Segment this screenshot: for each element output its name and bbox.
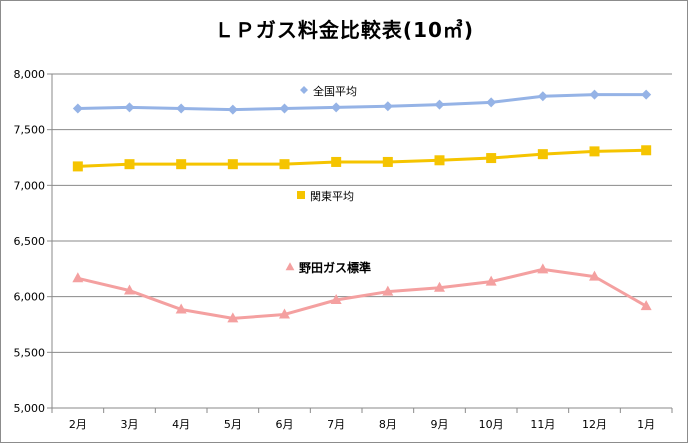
axes: 5,000 5,500 6,000 6,500 7,000 7,500 8,000 2月 3月 4… xyxy=(14,68,673,431)
data-point xyxy=(589,270,600,281)
data-point xyxy=(589,89,600,100)
data-point xyxy=(124,102,135,113)
x-tick-label: 12月 xyxy=(582,418,607,431)
x-tick-label: 2月 xyxy=(69,418,87,431)
data-point xyxy=(279,308,290,319)
data-point xyxy=(227,159,238,170)
series-1 xyxy=(72,89,652,115)
y-tick-label: 5,500 xyxy=(14,346,46,359)
chart-title: ＬＰガス料金比較表(10㎥) xyxy=(213,18,475,42)
data-point xyxy=(485,275,497,286)
y-tick-label: 8,000 xyxy=(14,68,46,81)
series-label-text: 関東平均 xyxy=(310,190,354,203)
data-point xyxy=(297,191,305,199)
y-tick-label: 7,500 xyxy=(14,124,46,137)
x-tick-label: 4月 xyxy=(172,418,190,431)
data-point xyxy=(382,156,393,167)
y-tick-label: 5,000 xyxy=(14,402,46,415)
data-point xyxy=(434,155,445,166)
series-label-text: 全国平均 xyxy=(313,84,357,98)
series-line xyxy=(77,93,647,112)
data-point xyxy=(641,145,652,156)
data-point xyxy=(434,281,445,292)
x-tick-label: 10月 xyxy=(479,418,504,431)
data-point xyxy=(331,102,342,113)
data-point xyxy=(434,99,445,110)
x-tick-label: 9月 xyxy=(431,418,449,431)
series-line xyxy=(77,267,647,320)
y-tick-label: 6,000 xyxy=(14,291,46,304)
x-tick-label: 8月 xyxy=(379,418,397,431)
data-point xyxy=(486,97,497,108)
data-point xyxy=(175,303,187,314)
data-point xyxy=(176,103,187,114)
data-point xyxy=(72,103,83,114)
y-tick-label: 7,000 xyxy=(14,179,46,192)
x-tick-label: 5月 xyxy=(224,418,242,431)
data-point xyxy=(537,263,549,274)
series-3 xyxy=(72,263,652,323)
data-point xyxy=(641,89,652,100)
series-line xyxy=(77,148,647,168)
x-tick-label: 1月 xyxy=(637,418,655,431)
series-lines xyxy=(72,89,652,323)
data-point xyxy=(537,149,548,160)
data-point xyxy=(124,159,135,170)
gridlines xyxy=(52,73,672,409)
data-point xyxy=(176,159,187,170)
data-point xyxy=(124,284,135,295)
data-point xyxy=(279,159,290,170)
data-point xyxy=(72,272,84,283)
x-tick-label: 11月 xyxy=(530,418,555,431)
data-point xyxy=(227,104,238,115)
series-label-text: 野田ガス標準 xyxy=(299,260,371,275)
data-point xyxy=(537,91,548,102)
series-label: 全国平均 xyxy=(300,84,357,98)
x-tick-label: 7月 xyxy=(327,418,345,431)
data-point xyxy=(300,86,308,94)
x-tick-label: 6月 xyxy=(276,418,294,431)
data-point xyxy=(640,300,652,311)
series-2 xyxy=(72,145,652,172)
data-point xyxy=(382,101,393,112)
data-point xyxy=(331,156,342,167)
series-label: 関東平均 xyxy=(297,190,354,203)
data-point xyxy=(382,285,394,296)
data-point xyxy=(486,153,497,164)
data-point xyxy=(589,146,600,157)
data-point xyxy=(279,103,290,114)
data-point xyxy=(285,262,295,271)
data-point xyxy=(330,294,342,305)
x-tick-label: 3月 xyxy=(121,418,139,431)
series-label: 野田ガス標準 xyxy=(285,260,371,275)
y-tick-label: 6,500 xyxy=(14,235,46,248)
data-point xyxy=(72,161,83,172)
data-point xyxy=(227,312,239,323)
